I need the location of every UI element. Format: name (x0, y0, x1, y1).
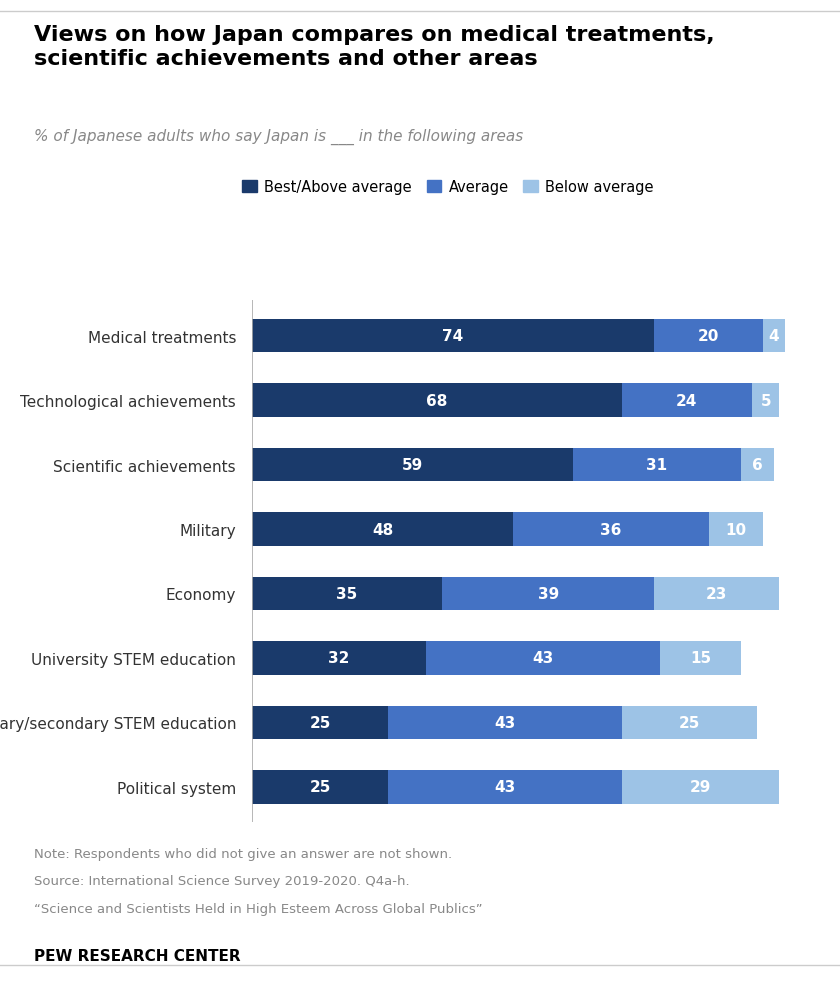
Text: Views on how Japan compares on medical treatments,
scientific achievements and o: Views on how Japan compares on medical t… (34, 25, 714, 69)
Text: 43: 43 (494, 715, 516, 730)
Legend: Best/Above average, Average, Below average: Best/Above average, Average, Below avera… (243, 180, 654, 195)
Bar (654, 577, 780, 611)
Text: 29: 29 (690, 779, 711, 794)
Text: 32: 32 (328, 651, 349, 666)
Bar (513, 513, 709, 547)
Text: Note: Respondents who did not give an answer are not shown.: Note: Respondents who did not give an an… (34, 848, 452, 861)
Bar (388, 706, 622, 739)
Bar (622, 384, 752, 417)
Text: 25: 25 (309, 779, 331, 794)
Text: 59: 59 (402, 457, 423, 472)
Text: Source: International Science Survey 2019-2020. Q4a-h.: Source: International Science Survey 201… (34, 875, 409, 888)
Text: 24: 24 (676, 393, 697, 408)
Bar (709, 513, 763, 547)
Bar (388, 770, 622, 803)
Bar (622, 706, 758, 739)
Text: 68: 68 (426, 393, 448, 408)
Text: 10: 10 (725, 522, 746, 537)
Text: 6: 6 (752, 457, 763, 472)
Bar (252, 448, 573, 481)
Bar (252, 513, 513, 547)
Bar (426, 642, 659, 675)
Text: 31: 31 (646, 457, 668, 472)
Text: % of Japanese adults who say Japan is ___ in the following areas: % of Japanese adults who say Japan is __… (34, 128, 522, 144)
Bar (442, 577, 654, 611)
Bar (252, 642, 426, 675)
Text: 43: 43 (533, 651, 554, 666)
Text: 15: 15 (690, 651, 711, 666)
Text: 43: 43 (494, 779, 516, 794)
Text: 4: 4 (769, 329, 780, 344)
Text: 20: 20 (698, 329, 719, 344)
Text: 74: 74 (443, 329, 464, 344)
Bar (622, 770, 780, 803)
Bar (252, 706, 388, 739)
Bar (252, 577, 442, 611)
Bar (654, 320, 763, 353)
Text: 23: 23 (706, 587, 727, 602)
Text: 25: 25 (309, 715, 331, 730)
Text: 25: 25 (679, 715, 701, 730)
Text: “Science and Scientists Held in High Esteem Across Global Publics”: “Science and Scientists Held in High Est… (34, 902, 482, 915)
Bar (252, 770, 388, 803)
Bar (741, 448, 774, 481)
Text: 35: 35 (337, 587, 358, 602)
Text: 39: 39 (538, 587, 559, 602)
Bar (252, 384, 622, 417)
Bar (763, 320, 785, 353)
Text: PEW RESEARCH CENTER: PEW RESEARCH CENTER (34, 948, 240, 963)
Bar (752, 384, 780, 417)
Text: 5: 5 (760, 393, 771, 408)
Bar (573, 448, 741, 481)
Bar (252, 320, 654, 353)
Text: 48: 48 (372, 522, 393, 537)
Text: 36: 36 (600, 522, 622, 537)
Bar (659, 642, 741, 675)
